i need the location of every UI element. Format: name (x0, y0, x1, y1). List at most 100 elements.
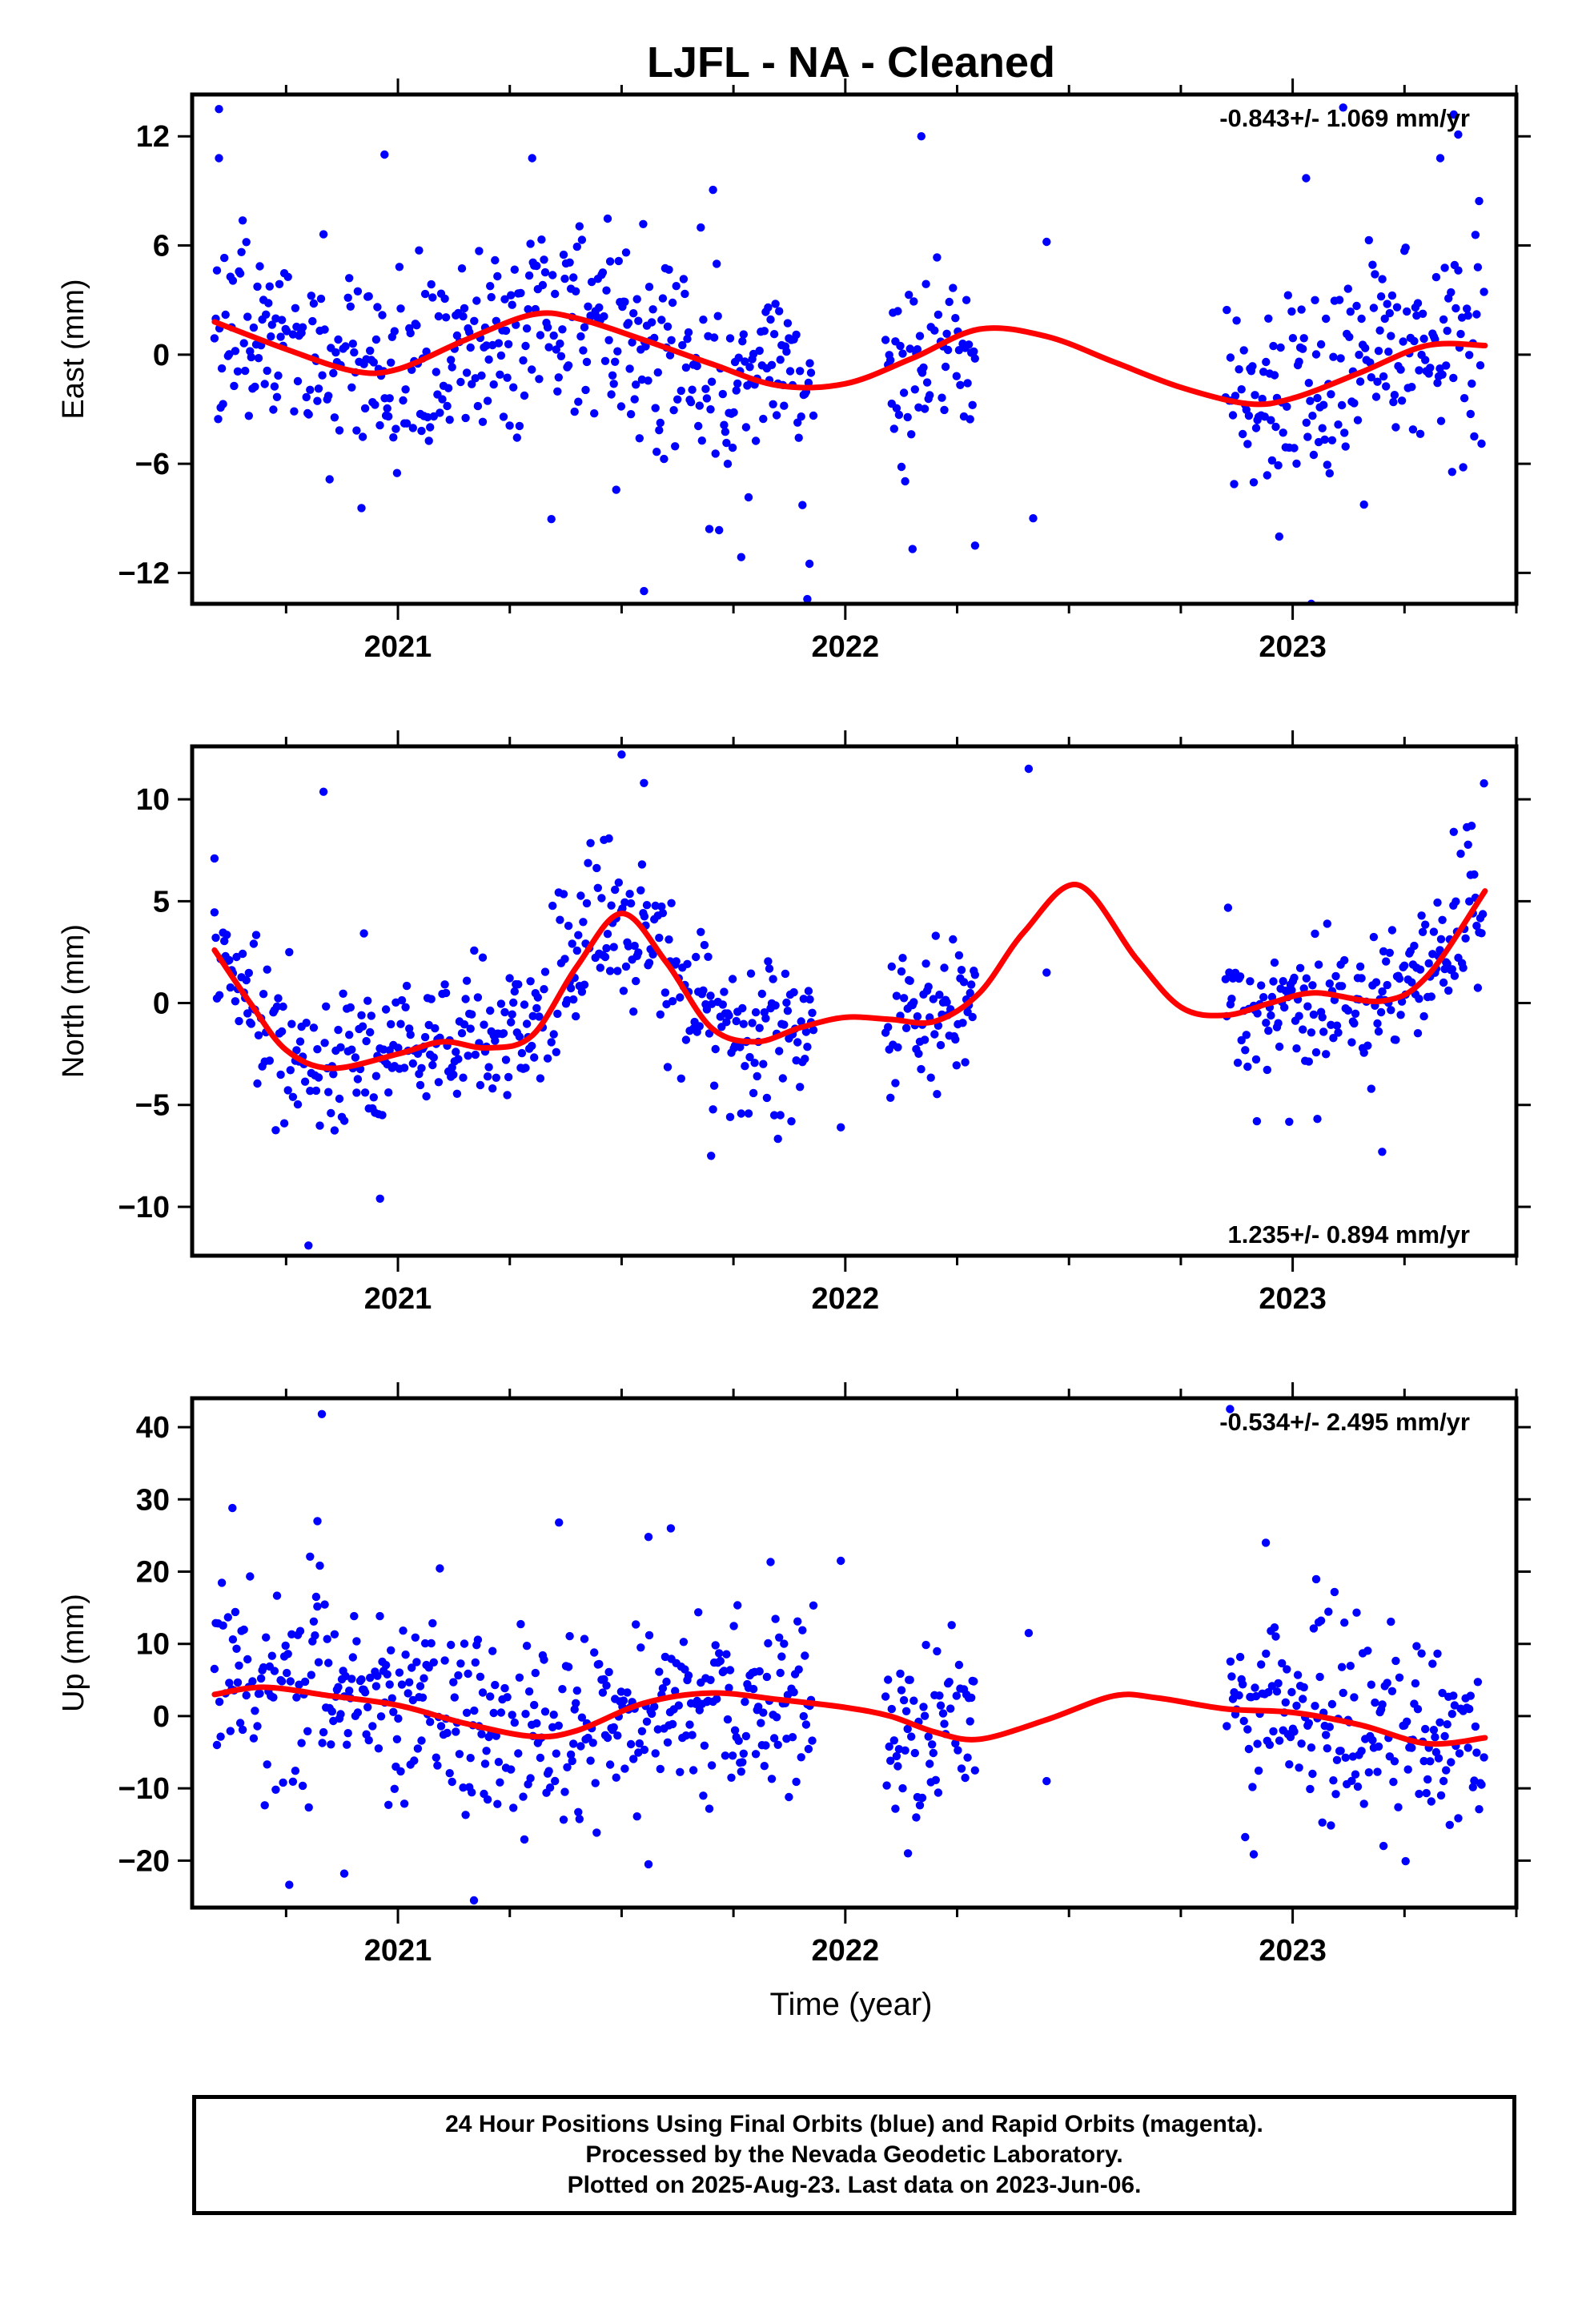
data-point (1403, 1765, 1412, 1774)
data-point (886, 1093, 895, 1103)
data-point (707, 1761, 717, 1770)
data-point (808, 1008, 817, 1018)
data-point (933, 1090, 942, 1099)
data-point (277, 316, 287, 324)
data-point (947, 1621, 956, 1630)
data-point (688, 1731, 697, 1739)
data-point (665, 265, 673, 274)
data-point (1285, 1117, 1294, 1127)
data-point (1309, 1624, 1319, 1633)
data-point (592, 1828, 601, 1837)
data-point (347, 383, 356, 392)
data-point (613, 1731, 622, 1740)
data-point (1444, 986, 1453, 995)
data-point (441, 313, 451, 322)
data-point (385, 1680, 394, 1689)
data-point (681, 289, 689, 299)
data-point (223, 931, 231, 939)
data-point (363, 996, 372, 1005)
data-point (242, 238, 251, 247)
data-point (1246, 977, 1255, 986)
data-point (722, 438, 731, 448)
data-point (607, 901, 616, 910)
data-point (358, 432, 367, 441)
data-point (496, 1708, 506, 1717)
data-point (466, 1024, 475, 1033)
data-point (401, 1003, 410, 1012)
data-point (579, 918, 588, 927)
data-point (1449, 373, 1458, 383)
data-point (1357, 1747, 1366, 1755)
data-point (440, 980, 449, 989)
data-point (520, 1000, 529, 1009)
data-point (291, 304, 300, 312)
data-point (1470, 432, 1479, 441)
data-point (483, 396, 492, 405)
data-point (1428, 1659, 1437, 1668)
data-point (464, 1669, 472, 1679)
data-point (624, 942, 633, 951)
data-point (794, 1665, 803, 1674)
data-point (1297, 1739, 1306, 1748)
data-point (938, 393, 946, 402)
data-point (889, 424, 899, 433)
data-point (574, 397, 583, 406)
data-point (1459, 463, 1468, 472)
data-point (721, 428, 730, 436)
data-point (1275, 1736, 1284, 1745)
data-point (1480, 1753, 1488, 1762)
data-point (1303, 1002, 1312, 1011)
data-point (249, 939, 259, 948)
data-point (713, 259, 721, 268)
data-point (277, 1677, 287, 1686)
data-point (693, 361, 701, 371)
data-point (255, 1689, 264, 1698)
data-point (406, 328, 415, 338)
data-point (1332, 1021, 1342, 1030)
data-point (330, 1630, 339, 1639)
data-point (1271, 422, 1280, 432)
data-point (943, 345, 953, 355)
data-point (793, 1617, 802, 1626)
data-point (1454, 266, 1463, 275)
data-point (1363, 1041, 1372, 1050)
data-point (426, 423, 435, 432)
data-point (632, 1812, 641, 1821)
data-point (1228, 411, 1238, 420)
data-point (223, 1613, 232, 1622)
data-point (566, 983, 576, 993)
data-point (477, 1730, 486, 1739)
data-point (921, 1640, 930, 1650)
data-point (946, 1704, 955, 1713)
north-rate-label: 1.235+/- 0.894 mm/yr (1228, 1220, 1470, 1248)
data-point (478, 953, 488, 962)
data-point (1396, 1011, 1405, 1019)
data-point (660, 454, 669, 464)
data-point (651, 404, 660, 412)
data-point (279, 1002, 287, 1011)
data-point (1336, 354, 1345, 363)
data-point (933, 253, 942, 262)
data-point (1267, 416, 1275, 424)
data-point (702, 394, 712, 403)
data-point (707, 1152, 716, 1160)
data-point (473, 401, 483, 411)
data-point (221, 310, 230, 320)
data-point (259, 1663, 268, 1672)
data-point (364, 1735, 373, 1745)
data-point (1299, 1025, 1307, 1034)
data-point (725, 1112, 735, 1122)
data-point (926, 391, 934, 400)
data-point (352, 426, 361, 435)
data-point (1401, 1856, 1410, 1866)
data-point (701, 384, 710, 393)
data-point (799, 1711, 808, 1721)
data-point (798, 501, 807, 509)
data-point (625, 364, 634, 373)
data-point (1260, 412, 1269, 421)
data-point (582, 357, 592, 367)
data-point (215, 105, 223, 114)
data-point (720, 1667, 729, 1675)
data-point (1270, 371, 1279, 380)
data-point (782, 347, 791, 356)
